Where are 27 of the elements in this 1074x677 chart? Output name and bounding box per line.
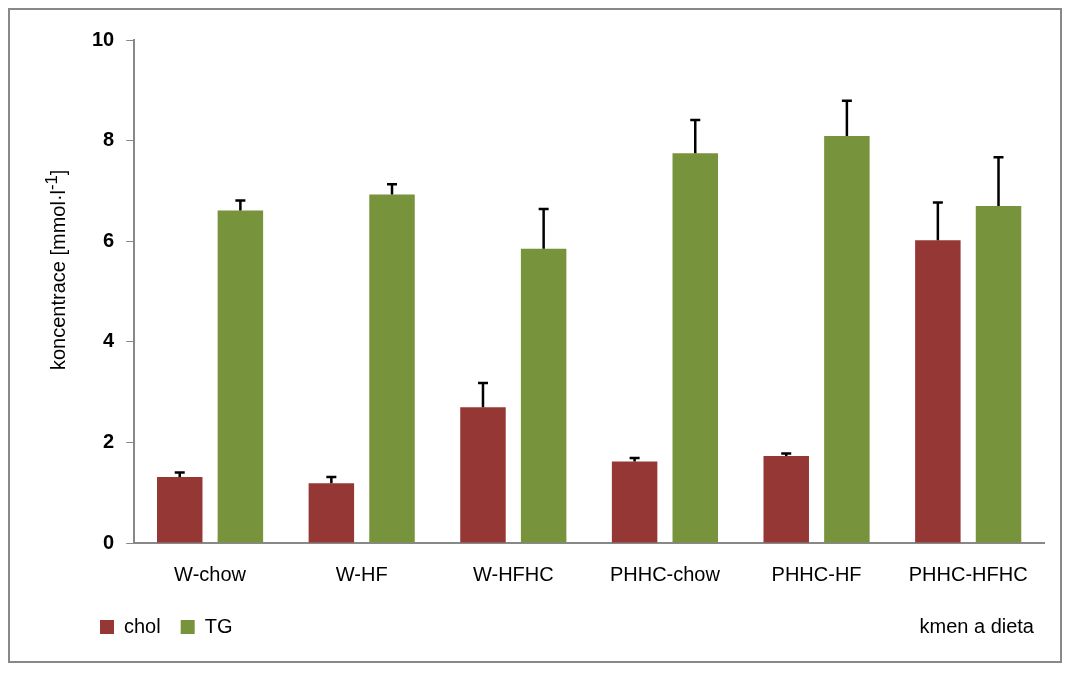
bar [915, 240, 961, 543]
y-tick-label: 8 [103, 128, 115, 151]
x-tick-label: PHHC-chow [609, 562, 721, 585]
y-tick-label: 2 [103, 429, 115, 452]
y-tick-label: 4 [103, 329, 116, 352]
y-tick-label: 6 [103, 228, 115, 251]
x-axis-title: kmen a dieta [919, 615, 1034, 638]
x-tick-label: W-HF [335, 562, 388, 585]
bar [308, 483, 355, 543]
bar [460, 407, 506, 543]
bar [520, 248, 567, 543]
bar [975, 205, 1022, 543]
bar [672, 153, 719, 543]
y-tick-label: 0 [103, 530, 115, 553]
y-tick-label: 10 [92, 27, 115, 50]
bar [369, 194, 415, 543]
x-tick-label: W-chow [174, 562, 247, 585]
legend-label: chol [124, 614, 161, 637]
legend-label: TG [204, 614, 233, 637]
x-tick-label: W-HFHC [472, 562, 554, 585]
x-tick-label: PHHC-HF [771, 562, 862, 585]
bar [824, 136, 870, 543]
bar [217, 210, 264, 543]
x-tick-label: PHHC-HFHC [908, 562, 1028, 585]
bar [156, 477, 203, 543]
bar [763, 455, 809, 543]
bar [611, 461, 658, 543]
